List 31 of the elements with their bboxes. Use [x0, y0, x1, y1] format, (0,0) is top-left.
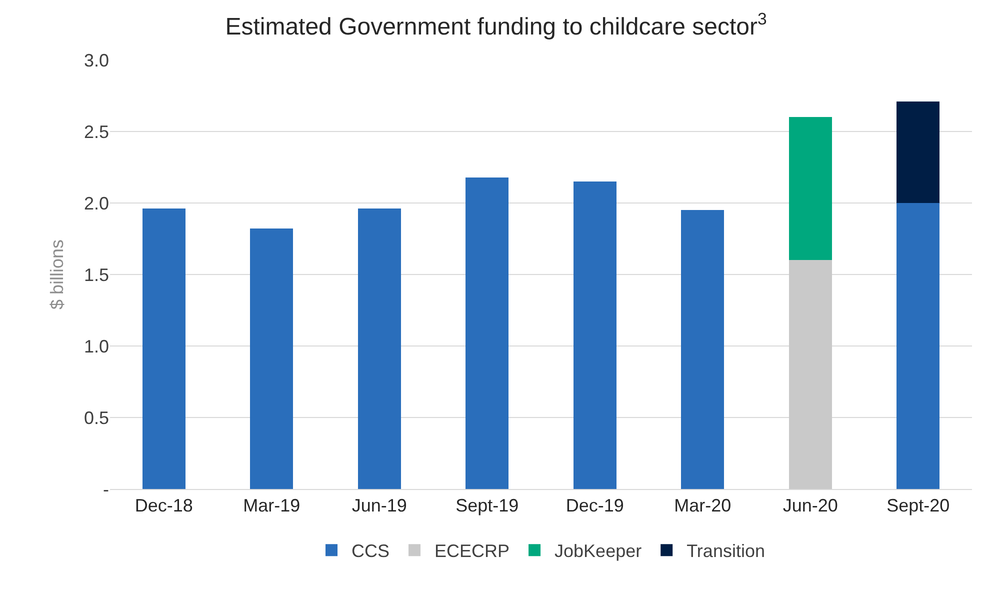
x-tick-label: Mar-19 [243, 496, 300, 516]
bar [142, 208, 186, 489]
x-tick-label: Sept-19 [456, 496, 519, 516]
legend-label: JobKeeper [554, 541, 642, 562]
x-tick-label: Dec-19 [566, 496, 624, 516]
chart-title: Estimated Government funding to childcare sector$^{3}$ [225, 9, 767, 40]
bar [896, 101, 940, 203]
bar [573, 182, 616, 489]
bar [788, 117, 832, 260]
y-tick-label: 1.0 [84, 336, 109, 356]
bar [250, 228, 294, 489]
x-tick-label: Jun-20 [782, 496, 838, 516]
x-tick-label: Mar-20 [674, 496, 732, 516]
legend-label: CCS [352, 541, 390, 562]
bar [681, 210, 724, 489]
y-tick-label: 2.5 [84, 122, 109, 142]
bar [466, 177, 509, 489]
y-tick-label: 2.0 [84, 193, 109, 214]
legend-label: Transition [686, 541, 765, 562]
x-tick-label: Dec-18 [134, 496, 193, 516]
y-tick-label: 3.0 [84, 50, 109, 70]
x-tick-label: Jun-19 [352, 496, 407, 516]
x-tick-label: Sept-20 [886, 496, 950, 516]
y-tick-label: 0.5 [84, 408, 109, 428]
y-axis-title: $ billions [47, 239, 68, 310]
legend-label: ECECRP [434, 541, 510, 562]
bar [788, 260, 832, 489]
bar [896, 203, 940, 489]
bar [358, 208, 401, 489]
y-tick-label: - [103, 479, 109, 500]
y-tick-label: 1.5 [84, 264, 109, 285]
